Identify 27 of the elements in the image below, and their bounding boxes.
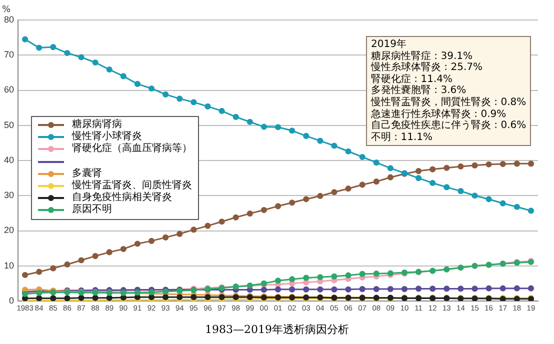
legend-label: 多囊肾 xyxy=(72,168,102,180)
y-tick-label: 0 xyxy=(8,295,14,306)
legend-label: 慢性肾小球肾炎 xyxy=(72,131,142,142)
y-axis-title: % xyxy=(2,5,12,15)
annotation: 糖尿病性腎症 : 39.1% xyxy=(371,50,472,62)
annotation: 自己免疫性疾患に伴う腎炎 : 0.6% xyxy=(371,120,526,132)
legend-label: 肾硬化症（高血压肾病等） xyxy=(72,143,192,156)
y-tick-label: 70 xyxy=(4,50,14,60)
annotation: 慢性腎盂腎炎，間質性腎炎 : 0.8% xyxy=(371,96,526,108)
annotation: 腎硬化症 : 11.4% xyxy=(371,74,452,85)
text: 1983—2019年透析病因分析 xyxy=(204,322,350,337)
y-tick-label: 10 xyxy=(4,260,14,270)
legend-label: 自身免疫性病相关肾炎 xyxy=(72,192,172,204)
y-tick-label: 40 xyxy=(4,154,14,165)
annotation: 2019年 xyxy=(371,39,406,50)
annotation: 多発性嚢胞腎 : 3.6% xyxy=(371,85,466,96)
legend-label: 糖尿病肾病 xyxy=(72,119,122,130)
y-tick-label: 20 xyxy=(4,225,14,236)
y-tick-label: 60 xyxy=(4,84,14,95)
y-tick-label: 30 xyxy=(4,190,14,200)
annotation: 慢性糸球体腎炎 : 25.7% xyxy=(371,62,482,74)
y-tick-label: 80 xyxy=(4,14,14,24)
y-tick-label: 50 xyxy=(4,120,14,130)
legend-label: 原因不明 xyxy=(72,204,112,217)
annotation: 不明 : 11.1% xyxy=(371,132,432,143)
annotation: 急速進行性糸球体腎炎 : 0.9% xyxy=(371,108,506,120)
legend-label: 慢性肾盂肾炎、间质性肾炎 xyxy=(72,180,192,192)
